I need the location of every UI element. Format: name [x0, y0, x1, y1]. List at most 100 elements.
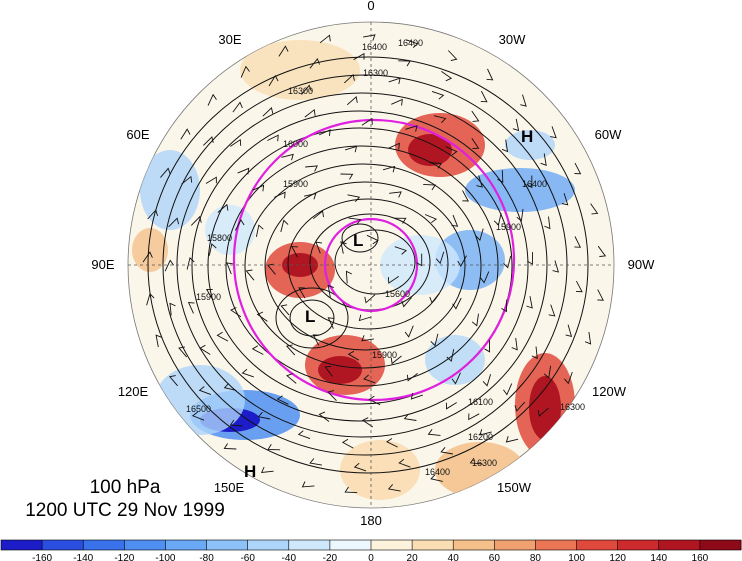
colorbar-tick-label: -120 — [114, 553, 134, 561]
wind-barb — [345, 270, 352, 284]
colorbar-swatch — [535, 540, 578, 550]
graticule — [128, 22, 614, 508]
wind-barb — [514, 401, 526, 412]
colorbar-tick-label: 60 — [489, 553, 501, 561]
wind-barb — [327, 284, 334, 298]
wind-barb — [147, 209, 159, 220]
longitude-label-0: 0 — [367, 0, 374, 13]
wind-barb — [429, 162, 443, 169]
contour-label: 15900 — [496, 222, 521, 232]
colorbar-swatch — [1, 540, 43, 550]
wind-barb — [388, 142, 400, 150]
colorbar-tick-label: 40 — [448, 553, 460, 561]
wind-barb — [353, 462, 367, 472]
wind-barb — [327, 317, 335, 329]
wind-barb — [520, 94, 527, 107]
wind-barb — [493, 213, 502, 226]
wind-barb — [410, 392, 423, 400]
colorbar-tick-label: 140 — [650, 553, 667, 561]
wind-barb — [471, 137, 480, 149]
wind-barb — [309, 458, 322, 466]
wind-barb — [597, 289, 604, 301]
colorbar-swatch — [124, 540, 166, 550]
colorbar-swatch — [42, 540, 84, 550]
wind-barb — [361, 417, 374, 428]
colorbar-tick-label: 0 — [368, 553, 374, 561]
colorbar-tick-label: 100 — [568, 553, 585, 561]
colorbar-tick-label: 160 — [692, 553, 709, 561]
wind-barb — [256, 311, 268, 322]
wind-barb — [565, 324, 573, 338]
high-pressure-label: H — [521, 127, 533, 146]
wind-barb — [205, 176, 217, 184]
wind-barb — [346, 96, 358, 106]
wind-barb — [305, 165, 318, 172]
wind-barb — [469, 457, 483, 465]
wind-barb — [313, 210, 324, 220]
wind-barb — [512, 118, 520, 132]
wind-barb — [274, 191, 286, 199]
wind-barb — [262, 107, 274, 117]
wind-barb — [445, 402, 457, 410]
wind-barb — [561, 193, 569, 206]
wind-barb — [440, 447, 454, 455]
wind-barb — [431, 90, 445, 100]
wind-barb — [301, 481, 315, 488]
wind-barb — [217, 203, 229, 213]
wind-barb — [358, 314, 372, 322]
wind-barb — [142, 251, 153, 263]
wind-barb — [202, 136, 214, 146]
wind-barb — [260, 466, 274, 474]
wind-barb — [471, 313, 479, 327]
wind-barb — [446, 349, 455, 362]
wind-barb — [168, 375, 178, 387]
wind-barb — [516, 208, 524, 222]
longitude-label-150w: 150W — [497, 480, 532, 495]
wind-barb — [340, 241, 347, 254]
wind-barb — [318, 411, 330, 422]
wind-barb — [237, 167, 250, 175]
wind-barb — [531, 346, 538, 360]
wind-barb — [544, 216, 551, 230]
wind-barb — [382, 165, 396, 173]
wind-barb — [462, 190, 469, 202]
longitude-label-60w: 60W — [595, 127, 622, 142]
wind-barb — [445, 146, 458, 156]
contour-label: 15600 — [385, 289, 410, 299]
wind-barb — [398, 60, 412, 67]
wind-barb — [574, 236, 582, 248]
wind-barb — [155, 334, 162, 348]
wind-barb — [267, 444, 281, 451]
colorbar-tick-label: -100 — [155, 553, 175, 561]
colorbar-tick-label: -60 — [240, 553, 255, 561]
longitude-label-90e: 90E — [91, 257, 114, 272]
contour-label: 15900 — [283, 179, 308, 189]
wind-barb — [230, 307, 242, 318]
wind-barb — [255, 224, 264, 237]
wind-barb — [180, 128, 191, 140]
wind-barb — [315, 241, 323, 254]
wind-barb — [304, 108, 316, 118]
wind-barb — [312, 334, 320, 346]
colorbar-tick-label: 120 — [609, 553, 626, 561]
wind-barb — [363, 374, 376, 384]
contour-label: 16300 — [363, 68, 388, 78]
wind-barb — [146, 292, 155, 306]
wind-barb — [484, 339, 491, 353]
wind-barb — [251, 345, 264, 355]
colorbar-swatch — [494, 540, 536, 550]
wind-barb — [340, 173, 354, 180]
wind-barb — [564, 371, 573, 385]
colorbar-tick-label: -40 — [282, 553, 297, 561]
colorbar-swatch — [83, 540, 125, 550]
wind-barb — [387, 484, 401, 492]
wind-barb — [363, 34, 376, 41]
wind-barb — [223, 443, 237, 450]
wind-barb — [164, 259, 174, 272]
wind-barb — [391, 98, 403, 106]
wind-barb — [527, 252, 533, 265]
wind-barb — [187, 301, 195, 314]
wind-barb — [486, 68, 494, 81]
longitude-label-60e: 60E — [126, 127, 149, 142]
wind-barb — [451, 372, 461, 385]
